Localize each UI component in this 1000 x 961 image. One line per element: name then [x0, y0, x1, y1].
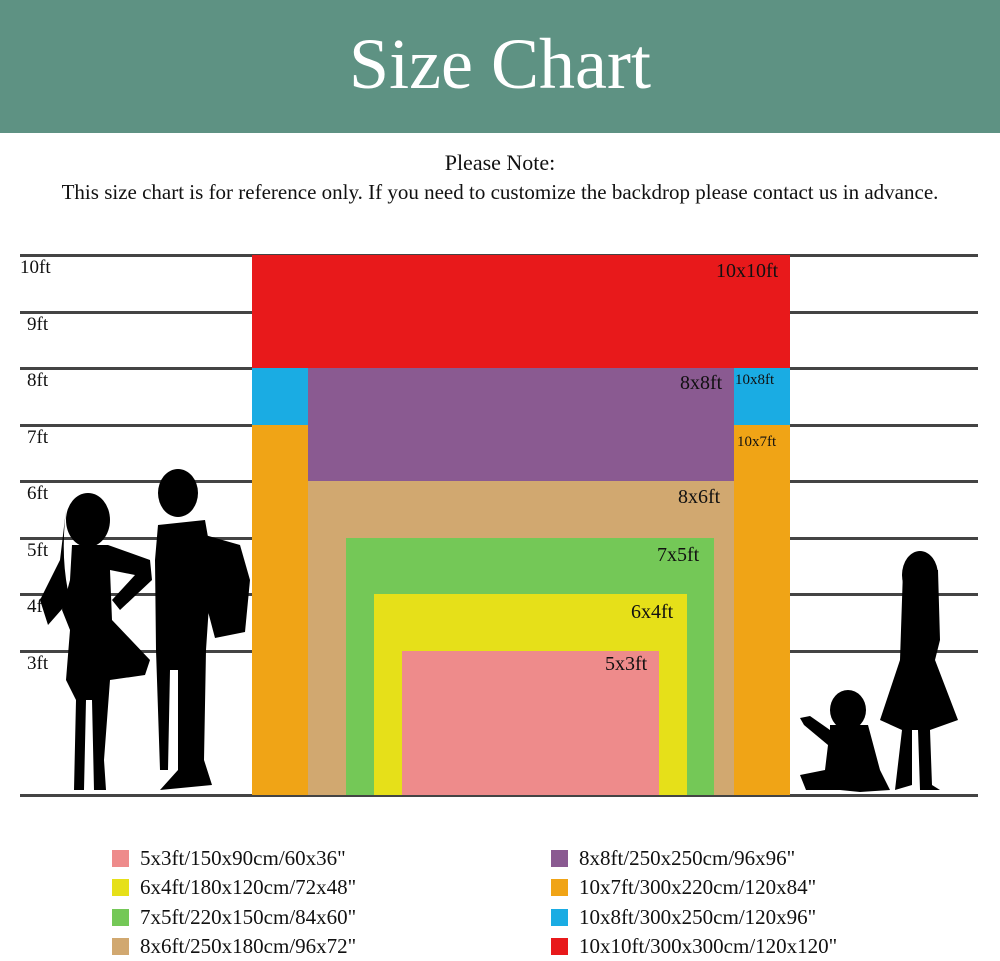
legend-swatch	[551, 938, 568, 955]
tick-label: 8ft	[27, 370, 49, 391]
tick-label: 6ft	[27, 483, 49, 504]
legend-text: 10x10ft/300x300cm/120x120"	[579, 934, 838, 958]
baby-silhouette	[800, 690, 890, 792]
label-7x5: 7x5ft	[657, 544, 700, 566]
tick-label: 9ft	[27, 314, 49, 335]
tick-label: 5ft	[27, 540, 49, 561]
rect-10x8-left	[252, 368, 308, 425]
label-6x4: 6x4ft	[631, 601, 674, 623]
legend-text: 5x3ft/150x90cm/60x36"	[140, 846, 346, 870]
legend-item-8x6: 8x6ft/250x180cm/96x72"	[112, 934, 356, 959]
tick-label: 3ft	[27, 653, 49, 674]
legend-swatch	[551, 909, 568, 926]
legend-swatch	[112, 850, 129, 867]
note-heading: Please Note:	[444, 150, 556, 175]
rect-10x7-left	[252, 425, 308, 795]
legend-swatch	[112, 879, 129, 896]
label-10x7: 10x7ft	[737, 434, 777, 450]
woman-silhouette	[40, 493, 152, 790]
legend-swatch	[112, 909, 129, 926]
label-10x8: 10x8ft	[735, 372, 775, 388]
legend-item-10x8: 10x8ft/300x250cm/120x96"	[551, 905, 816, 930]
label-8x8: 8x8ft	[680, 372, 723, 394]
header-banner: Size Chart	[0, 0, 1000, 133]
rect-5x3	[402, 651, 659, 795]
tick-label: 10ft	[20, 257, 51, 278]
legend-item-10x7: 10x7ft/300x220cm/120x84"	[551, 875, 816, 900]
legend-item-7x5: 7x5ft/220x150cm/84x60"	[112, 905, 356, 930]
legend-item-10x10: 10x10ft/300x300cm/120x120"	[551, 934, 837, 959]
label-8x6: 8x6ft	[678, 486, 721, 508]
legend-text: 8x8ft/250x250cm/96x96"	[579, 846, 796, 870]
page-title: Size Chart	[349, 24, 651, 104]
girl-silhouette	[880, 551, 958, 790]
baseline	[20, 794, 978, 797]
legend-swatch	[551, 879, 568, 896]
legend-text: 8x6ft/250x180cm/96x72"	[140, 934, 357, 958]
legend-text: 6x4ft/180x120cm/72x48"	[140, 875, 357, 899]
tick-label: 7ft	[27, 427, 49, 448]
man-silhouette	[155, 469, 250, 790]
legend-text: 10x8ft/300x250cm/120x96"	[579, 905, 817, 929]
legend-swatch	[112, 938, 129, 955]
legend-text: 7x5ft/220x150cm/84x60"	[140, 905, 357, 929]
rect-10x7-right	[734, 425, 790, 795]
legend-item-6x4: 6x4ft/180x120cm/72x48"	[112, 875, 356, 900]
legend-item-8x8: 8x8ft/250x250cm/96x96"	[551, 846, 795, 871]
note-text: This size chart is for reference only. I…	[61, 180, 939, 204]
rect-10x8-right	[734, 368, 790, 425]
legend-text: 10x7ft/300x220cm/120x84"	[579, 875, 817, 899]
label-10x10: 10x10ft	[716, 260, 779, 282]
label-5x3: 5x3ft	[605, 653, 648, 675]
legend-item-5x3: 5x3ft/150x90cm/60x36"	[112, 846, 346, 871]
legend-swatch	[551, 850, 568, 867]
